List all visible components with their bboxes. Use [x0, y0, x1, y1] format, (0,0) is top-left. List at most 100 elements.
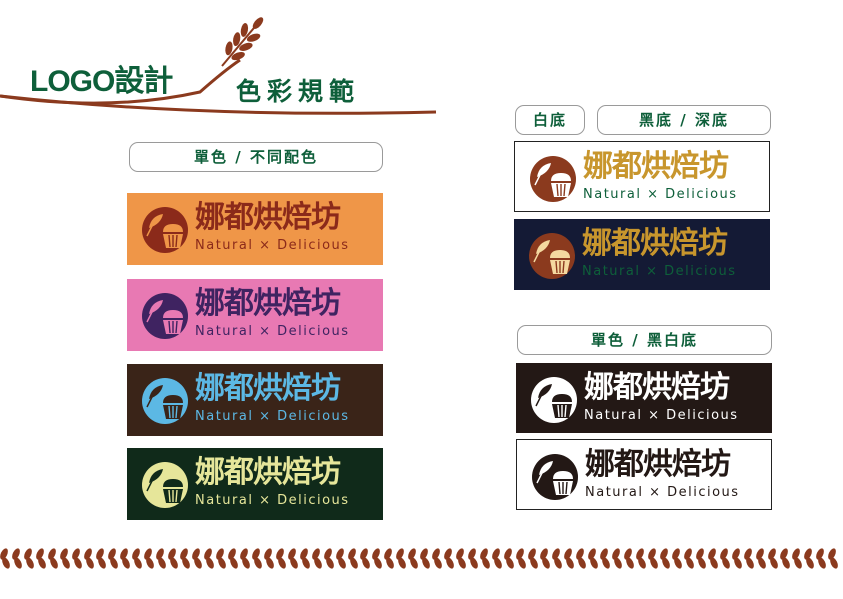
wheat-leaf-icon	[204, 548, 212, 560]
wheat-leaf-icon	[110, 557, 118, 569]
wheat-leaf-icon	[590, 557, 598, 569]
wheat-leaf-icon	[722, 557, 730, 569]
wheat-leaf-icon	[146, 557, 154, 569]
wheat-leaf-icon	[674, 557, 682, 569]
wheat-leaf-icon	[684, 548, 692, 560]
wheat-leaf-icon	[362, 557, 370, 569]
wheat-leaf-icon	[26, 557, 34, 569]
wheat-border-decoration	[0, 548, 838, 569]
wheat-leaf-icon	[314, 557, 322, 569]
wheat-leaf-icon	[108, 548, 116, 560]
wheat-leaf-icon	[458, 557, 466, 569]
wheat-leaf-icon	[756, 548, 764, 560]
wheat-leaf-icon	[144, 548, 152, 560]
wheat-leaf-icon	[36, 548, 44, 560]
logo-tagline: Natural × Delicious	[583, 187, 738, 202]
wheat-leaf-icon	[506, 557, 514, 569]
wheat-leaf-icon	[24, 548, 32, 560]
wheat-leaf-icon	[648, 548, 656, 560]
wheat-leaf-icon	[758, 557, 766, 569]
wheat-leaf-icon	[626, 557, 634, 569]
wheat-leaf-icon	[230, 557, 238, 569]
wheat-leaf-icon	[816, 548, 824, 560]
wheat-leaf-icon	[242, 557, 250, 569]
wheat-leaf-icon	[96, 548, 104, 560]
wheat-leaf-icon	[612, 548, 620, 560]
wheat-leaf-icon	[672, 548, 680, 560]
wheat-leaf-icon	[650, 557, 658, 569]
logo-name: 娜都烘焙坊	[582, 226, 728, 261]
wheat-leaf-icon	[252, 548, 260, 560]
wheat-leaf-icon	[434, 557, 442, 569]
wheat-leaf-icon	[804, 548, 812, 560]
wheat-leaf-icon	[806, 557, 814, 569]
wheat-leaf-icon	[182, 557, 190, 569]
wheat-leaf-icon	[326, 557, 334, 569]
wheat-leaf-icon	[792, 548, 800, 560]
wheat-leaf-icon	[266, 557, 274, 569]
logo-mark-icon	[142, 462, 188, 508]
logo-tagline: Natural × Delicious	[195, 238, 350, 253]
logo-mark-icon	[142, 293, 188, 339]
label-white-bg: 白底	[515, 105, 585, 135]
wheat-leaf-icon	[290, 557, 298, 569]
wheat-leaf-icon	[660, 548, 668, 560]
wheat-leaf-icon	[254, 557, 262, 569]
wheat-leaf-icon	[744, 548, 752, 560]
wheat-leaf-icon	[60, 548, 68, 560]
wheat-leaf-icon	[494, 557, 502, 569]
wheat-leaf-icon	[338, 557, 346, 569]
wheat-leaf-icon	[624, 548, 632, 560]
wheat-leaf-icon	[50, 557, 58, 569]
wheat-leaf-icon	[396, 548, 404, 560]
label-dark-bg: 黑底 / 深底	[597, 105, 771, 135]
logo-card-dark-green: 娜都烘焙坊 Natural × Delicious	[127, 448, 383, 520]
logo-card-black-bg: 娜都烘焙坊 Natural × Delicious	[516, 363, 772, 433]
wheat-leaf-icon	[602, 557, 610, 569]
wheat-leaf-icon	[552, 548, 560, 560]
label-single-color-variants: 單色 / 不同配色	[129, 142, 383, 172]
wheat-leaf-icon	[768, 548, 776, 560]
logo-tagline: Natural × Delicious	[582, 264, 737, 279]
logo-mark-icon	[142, 207, 188, 253]
wheat-leaf-icon	[240, 548, 248, 560]
wheat-leaf-icon	[158, 557, 166, 569]
wheat-leaf-icon	[422, 557, 430, 569]
wheat-leaf-icon	[336, 548, 344, 560]
header-underline	[0, 94, 437, 115]
wheat-icon	[221, 17, 264, 67]
wheat-leaf-icon	[686, 557, 694, 569]
wheat-leaf-icon	[360, 548, 368, 560]
wheat-leaf-icon	[746, 557, 754, 569]
logo-card-white-bg: 娜都烘焙坊 Natural × Delicious	[514, 141, 770, 212]
wheat-leaf-icon	[386, 557, 394, 569]
wheat-leaf-icon	[324, 548, 332, 560]
wheat-leaf-icon	[278, 557, 286, 569]
logo-tagline: Natural × Delicious	[195, 493, 350, 508]
logo-mark-icon	[531, 377, 577, 423]
wheat-leaf-icon	[482, 557, 490, 569]
wheat-leaf-icon	[516, 548, 524, 560]
logo-name: 娜都烘焙坊	[195, 200, 341, 235]
wheat-leaf-icon	[444, 548, 452, 560]
wheat-leaf-icon	[312, 548, 320, 560]
wheat-leaf-icon	[518, 557, 526, 569]
logo-mark-icon	[530, 156, 576, 202]
wheat-leaf-icon	[384, 548, 392, 560]
wheat-leaf-icon	[408, 548, 416, 560]
logo-card-navy-bg: 娜都烘焙坊 Natural × Delicious	[514, 219, 770, 290]
logo-tagline: Natural × Delicious	[195, 409, 350, 424]
wheat-leaf-icon	[662, 557, 670, 569]
wheat-leaf-icon	[374, 557, 382, 569]
wheat-leaf-icon	[530, 557, 538, 569]
wheat-leaf-icon	[708, 548, 716, 560]
wheat-leaf-icon	[300, 548, 308, 560]
wheat-leaf-icon	[456, 548, 464, 560]
wheat-leaf-icon	[218, 557, 226, 569]
logo-card-white-mono: 娜都烘焙坊 Natural × Delicious	[516, 439, 772, 510]
wheat-leaf-icon	[720, 548, 728, 560]
wheat-leaf-icon	[192, 548, 200, 560]
wheat-leaf-icon	[62, 557, 70, 569]
logo-name: 娜都烘焙坊	[584, 370, 730, 405]
wheat-leaf-icon	[432, 548, 440, 560]
